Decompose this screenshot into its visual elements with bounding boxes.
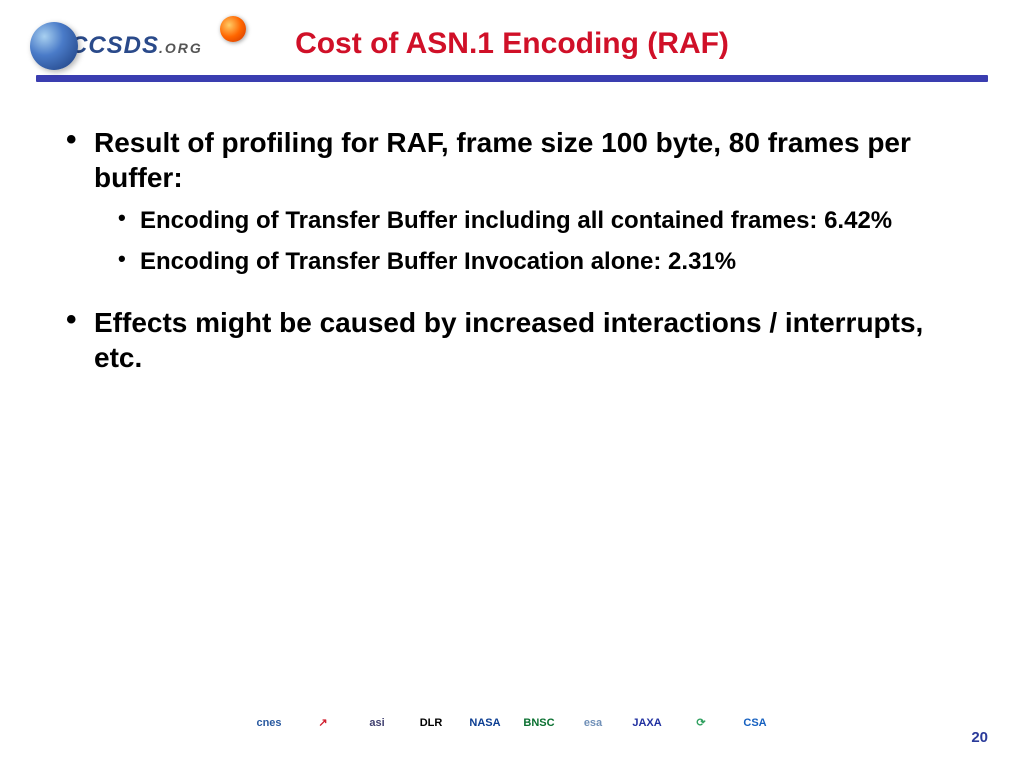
agency-logo: BNSC — [515, 704, 563, 744]
bullet-list: Result of profiling for RAF, frame size … — [60, 125, 964, 375]
agency-badge-icon: NASA — [468, 710, 502, 738]
agency-logo: CSA — [731, 704, 779, 744]
title-divider — [36, 75, 988, 82]
list-item-level2: Encoding of Transfer Buffer including al… — [114, 205, 964, 236]
agency-badge-icon: BNSC — [522, 710, 556, 738]
level1-text: Result of profiling for RAF, frame size … — [94, 125, 964, 195]
agency-logo: JAXA — [623, 704, 671, 744]
level2-text: Encoding of Transfer Buffer including al… — [140, 205, 964, 236]
level2-text: Encoding of Transfer Buffer Invocation a… — [140, 246, 964, 277]
list-item-level2: Encoding of Transfer Buffer Invocation a… — [114, 246, 964, 277]
slide-content: Result of profiling for RAF, frame size … — [0, 105, 1024, 375]
agency-logo: cnes — [245, 704, 293, 744]
slide-header: CCSDS.ORG Cost of ASN.1 Encoding (RAF) — [0, 0, 1024, 105]
agency-logo: NASA — [461, 704, 509, 744]
level1-text: Effects might be caused by increased int… — [94, 305, 964, 375]
list-item-level1: Result of profiling for RAF, frame size … — [60, 125, 964, 277]
page-number: 20 — [971, 729, 988, 746]
agency-badge-icon: ⟳ — [684, 710, 718, 738]
agency-badge-icon: cnes — [252, 710, 286, 738]
agency-badge-icon: asi — [360, 710, 394, 738]
agency-logo: ⟳ — [677, 704, 725, 744]
agency-logos-row: cnes ↗ asi DLR NASA BNSC esa JAXA ⟳ CSA — [245, 704, 779, 744]
slide-title: Cost of ASN.1 Encoding (RAF) — [0, 27, 1024, 61]
list-item-level1: Effects might be caused by increased int… — [60, 305, 964, 375]
agency-badge-icon: CSA — [738, 710, 772, 738]
agency-badge-icon: DLR — [414, 710, 448, 738]
agency-badge-icon: JAXA — [630, 710, 664, 738]
agency-logo: asi — [353, 704, 401, 744]
agency-badge-icon: esa — [576, 710, 610, 738]
agency-badge-icon: ↗ — [306, 710, 340, 738]
agency-logo: ↗ — [299, 704, 347, 744]
sub-bullet-list: Encoding of Transfer Buffer including al… — [114, 205, 964, 277]
agency-logo: esa — [569, 704, 617, 744]
agency-logo: DLR — [407, 704, 455, 744]
